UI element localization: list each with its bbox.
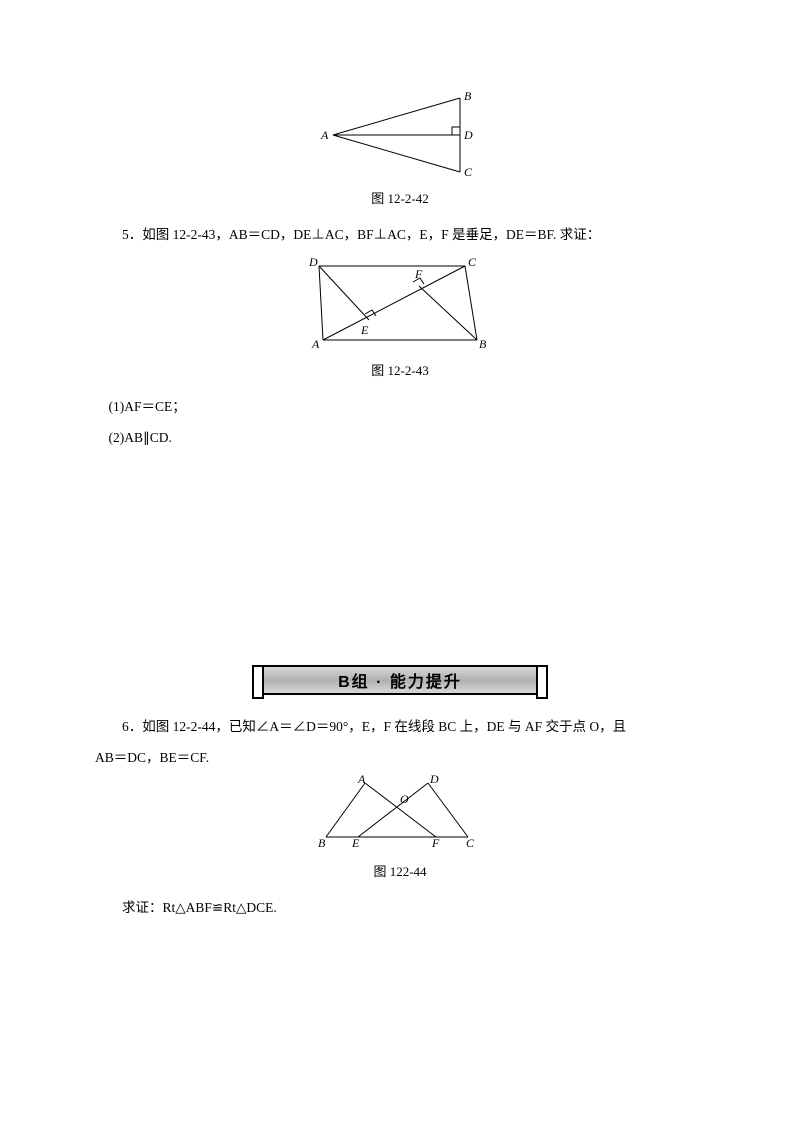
f2-C: C bbox=[468, 255, 477, 269]
problem-5-text: 5．如图 12-2-43，AB＝CD，DE⊥AC，BF⊥AC，E，F 是垂足，D… bbox=[95, 221, 705, 248]
f3-F: F bbox=[431, 836, 440, 850]
prove-line: 求证：Rt△ABF≌Rt△DCE. bbox=[95, 894, 705, 921]
fig1-svg: A B D C bbox=[315, 90, 485, 180]
f3-A: A bbox=[357, 775, 366, 786]
sub1: (1)AF＝CE； bbox=[95, 393, 705, 420]
label-B: B bbox=[464, 90, 472, 103]
problem-6-line1: 6．如图 12-2-44，已知∠A＝∠D＝90°，E，F 在线段 BC 上，DE… bbox=[95, 713, 705, 740]
figure-12-2-43: A B C D E F bbox=[95, 252, 705, 352]
f2-D: D bbox=[308, 255, 318, 269]
f3-B: B bbox=[318, 836, 326, 850]
figure-12-2-42: A B D C bbox=[95, 90, 705, 180]
f2-E: E bbox=[360, 323, 369, 337]
f2-A: A bbox=[311, 337, 320, 351]
label-C: C bbox=[464, 165, 473, 179]
fig2-svg: A B C D E F bbox=[295, 252, 505, 352]
problem-5-content: 5．如图 12-2-43，AB＝CD，DE⊥AC，BF⊥AC，E，F 是垂足，D… bbox=[122, 227, 600, 242]
fig2-caption: 图 12-2-43 bbox=[95, 360, 705, 379]
label-D: D bbox=[463, 128, 473, 142]
fig3-caption: 图 122-44 bbox=[95, 861, 705, 880]
f2-B: B bbox=[479, 337, 487, 351]
section-b-banner: B组 · 能力提升 bbox=[260, 665, 540, 695]
problem-6-line2: AB＝DC，BE＝CF. bbox=[95, 744, 705, 771]
figure-122-44: A D O B E F C bbox=[95, 775, 705, 853]
banner-text: B组 · 能力提升 bbox=[338, 668, 462, 692]
fig3-svg: A D O B E F C bbox=[310, 775, 490, 853]
f2-F: F bbox=[414, 267, 423, 281]
f3-O: O bbox=[400, 792, 409, 806]
f3-C: C bbox=[466, 836, 475, 850]
fig1-caption: 图 12-2-42 bbox=[95, 188, 705, 207]
spacer bbox=[95, 455, 705, 665]
label-A: A bbox=[320, 128, 329, 142]
f3-D: D bbox=[429, 775, 439, 786]
f3-E: E bbox=[351, 836, 360, 850]
sub2: (2)AB∥CD. bbox=[95, 424, 705, 451]
